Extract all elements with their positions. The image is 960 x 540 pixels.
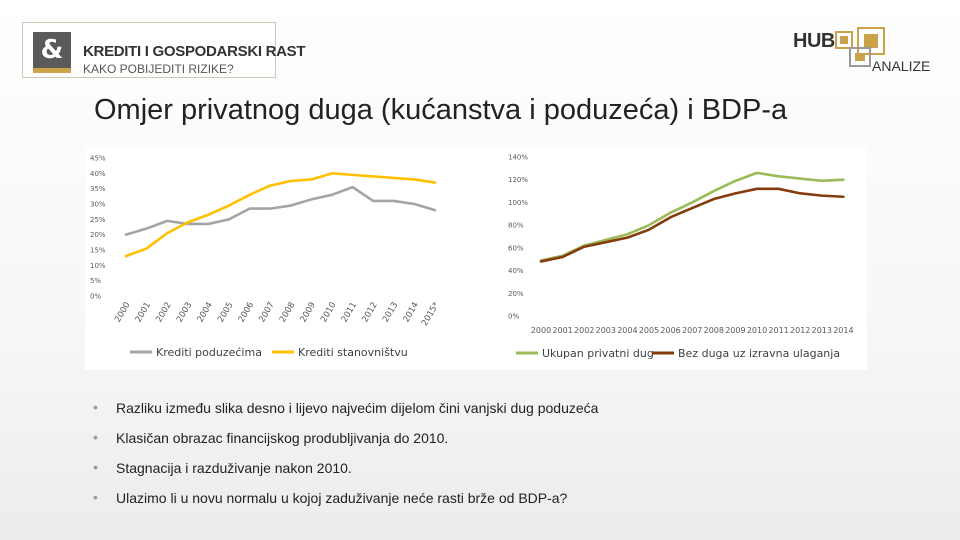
x-tick-label: 2014: [833, 326, 853, 335]
series-line-2: [124, 172, 437, 258]
x-tick-label: 2001: [552, 326, 572, 335]
y-tick-label: 120%: [508, 176, 528, 184]
x-tick-label: 2009: [725, 326, 745, 335]
logo-subtitle: KAKO POBIJEDITI RIZIKE?: [83, 62, 234, 76]
x-tick-label: 2011: [340, 301, 359, 325]
y-tick-label: 15%: [90, 247, 106, 255]
x-tick-label: 2012: [790, 326, 810, 335]
x-tick-label: 2013: [381, 301, 400, 325]
legend-label-1: Krediti poduzećima: [156, 346, 262, 359]
y-tick-label: 140%: [508, 154, 528, 162]
bullet-text: Razliku između slika desno i lijevo najv…: [116, 400, 599, 416]
bullet-item: • Stagnacija i razduživanje nakon 2010.: [93, 459, 598, 490]
legend-label-2: Krediti stanovništvu: [298, 346, 408, 359]
bullet-item: • Klasičan obrazac financijskog produblji…: [93, 429, 598, 460]
x-tick-label: 2000: [531, 326, 551, 335]
x-tick-label: 2015*: [420, 301, 442, 328]
y-tick-label: 25%: [90, 216, 106, 224]
hub-squares-icon: [835, 27, 885, 67]
y-tick-label: 80%: [508, 222, 524, 230]
chart-left-credit-to-gdp: 0% 5% 10% 15% 20% 25% 30% 35% 40% 45% 2000 2001 2002…: [90, 155, 442, 360]
x-tick-label: 2012: [360, 301, 379, 325]
bullet-item: • Ulazimo li u novu normalu u kojoj zaduž…: [93, 489, 598, 520]
x-tick-label: 2013: [812, 326, 832, 335]
x-tick-label: 2005: [216, 301, 235, 325]
y-tick-label: 0%: [508, 313, 519, 321]
bullet-dot-icon: •: [93, 489, 98, 505]
ampersand-logo-icon: &: [33, 32, 71, 68]
x-tick-label: 2002: [154, 301, 173, 325]
x-tick-label: 2008: [704, 326, 724, 335]
series-line-1: [124, 185, 437, 236]
x-tick-label: 2000: [113, 301, 132, 325]
bullet-dot-icon: •: [93, 399, 98, 415]
series-line-1: [539, 171, 845, 262]
y-tick-label: 40%: [90, 170, 106, 178]
bullet-text: Klasičan obrazac financijskog produbljiv…: [116, 430, 449, 446]
bullet-item: • Razliku između slika desno i lijevo naj…: [93, 399, 599, 430]
chart-panel: 0% 5% 10% 15% 20% 25% 30% 35% 40% 45% 2000 2001 2002…: [85, 147, 867, 370]
x-tick-label: 2014: [402, 301, 421, 325]
bullet-list: • Razliku između slika desno i lijevo naj…: [93, 399, 599, 520]
y-tick-label: 20%: [508, 290, 524, 298]
y-tick-label: 45%: [90, 155, 106, 163]
logo-title: KREDITI I GOSPODARSKI RAST: [83, 43, 306, 60]
x-tick-label: 2007: [257, 301, 276, 325]
y-tick-label: 60%: [508, 244, 524, 252]
y-tick-label: 40%: [508, 267, 524, 275]
x-tick-label: 2009: [299, 301, 318, 325]
x-tick-label: 2006: [660, 326, 680, 335]
x-tick-label: 2010: [747, 326, 767, 335]
bullet-dot-icon: •: [93, 459, 98, 475]
brand-analize-text: ANALIZE: [872, 58, 931, 74]
x-tick-label: 2002: [574, 326, 594, 335]
chart-right-private-debt-to-gdp: 0%20%40%60%80%100%120%140%2000 2001 2002 20…: [508, 154, 854, 361]
y-tick-label: 5%: [90, 277, 101, 285]
x-tick-label: 2003: [596, 326, 616, 335]
bullet-text: Ulazimo li u novu normalu u kojoj zaduži…: [116, 490, 568, 506]
y-tick-label: 20%: [90, 231, 106, 239]
slide-title: Omjer privatnog duga (kućanstva i poduze…: [94, 94, 788, 126]
logo-accent-bar: [33, 68, 71, 73]
y-tick-label: 30%: [90, 201, 106, 209]
logo: & KREDITI I GOSPODARSKI RAST KAKO POBIJE…: [22, 22, 306, 78]
x-tick-label: 2008: [278, 301, 297, 325]
x-tick-label: 2001: [134, 301, 153, 325]
series-line-2: [539, 187, 845, 263]
x-tick-label: 2011: [768, 326, 788, 335]
x-tick-label: 2007: [682, 326, 702, 335]
y-tick-label: 35%: [90, 185, 106, 193]
y-tick-label: 10%: [90, 262, 106, 270]
bullet-dot-icon: •: [93, 429, 98, 445]
y-tick-label: 0%: [90, 293, 101, 301]
bullet-text: Stagnacija i razduživanje nakon 2010.: [116, 460, 352, 476]
x-tick-label: 2006: [237, 301, 256, 325]
legend-label-1: Ukupan privatni dug: [542, 347, 654, 360]
x-tick-label: 2003: [175, 301, 194, 325]
legend-label-2: Bez duga uz izravna ulaganja: [678, 347, 840, 360]
x-tick-label: 2005: [639, 326, 659, 335]
x-tick-label: 2004: [196, 301, 215, 325]
brand-hub-text: HUB: [793, 30, 835, 52]
x-tick-label: 2010: [319, 301, 338, 325]
y-tick-label: 100%: [508, 199, 528, 207]
x-tick-label: 2004: [617, 326, 637, 335]
